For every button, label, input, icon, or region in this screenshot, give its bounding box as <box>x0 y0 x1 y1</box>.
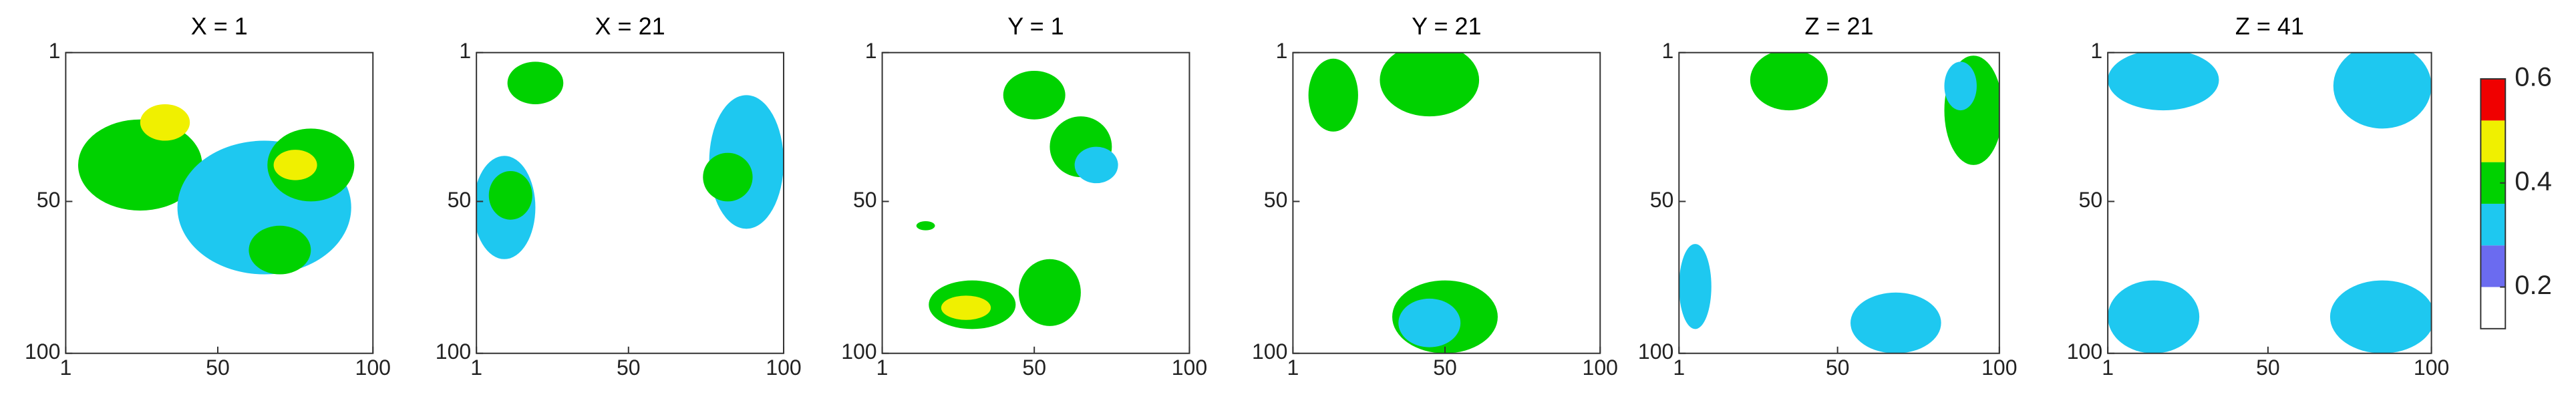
panel <box>2108 52 2432 354</box>
x-tick-label: 50 <box>1826 356 1850 380</box>
y-tick-label: 1 <box>1276 39 1288 63</box>
axes-frame <box>2107 51 2432 354</box>
axes-frame <box>881 51 1190 354</box>
cell-region <box>2108 280 2200 354</box>
panel-title: Y = 1 <box>1007 12 1064 39</box>
y-tick-label: 100 <box>2067 339 2102 364</box>
panel <box>1293 52 1601 354</box>
axes-frame <box>1292 51 1601 354</box>
y-tick-label: 50 <box>1650 188 1674 212</box>
y-tick-label: 100 <box>841 339 876 364</box>
x-tick-label: 50 <box>2256 356 2280 380</box>
x-tick-label: 100 <box>355 356 391 380</box>
cell-region <box>507 61 564 104</box>
cell-region <box>140 104 190 141</box>
colorbar-tick-label: 0.6 <box>2515 63 2552 92</box>
panel-title: X = 1 <box>191 12 248 39</box>
panel-title: Z = 41 <box>2235 12 2304 39</box>
y-tick-label: 1 <box>459 39 471 63</box>
cell-region <box>703 152 753 202</box>
cell-region <box>273 150 317 180</box>
axes-frame <box>476 51 785 354</box>
x-tick-label: 50 <box>617 356 641 380</box>
colorbar-tick-label: 0.2 <box>2515 271 2552 300</box>
panel <box>882 52 1190 354</box>
cell-region <box>1679 244 1712 329</box>
cell-region <box>1398 298 1461 347</box>
x-tick-label: 100 <box>2414 356 2449 380</box>
x-tick-label: 100 <box>1172 356 1207 380</box>
axes-frame <box>1678 51 2000 354</box>
x-tick-label: 50 <box>1022 356 1046 380</box>
x-tick-label: 100 <box>766 356 801 380</box>
y-tick-label: 50 <box>2079 188 2103 212</box>
y-tick-label: 1 <box>1661 39 1673 63</box>
cell-region <box>1380 52 1480 117</box>
panel-title: Y = 21 <box>1412 12 1481 39</box>
x-tick-label: 1 <box>2102 356 2114 380</box>
x-tick-label: 1 <box>876 356 889 380</box>
cell-region <box>1850 292 1941 354</box>
x-tick-label: 1 <box>59 356 71 380</box>
colorbar-tick-label: 0.4 <box>2515 166 2552 196</box>
cell-region <box>249 225 311 275</box>
cell-region <box>2333 52 2432 129</box>
cell-region <box>1074 146 1118 184</box>
cell-region <box>488 170 532 220</box>
y-tick-label: 100 <box>436 339 471 364</box>
y-tick-label: 1 <box>865 39 877 63</box>
x-tick-label: 1 <box>1287 356 1299 380</box>
colorbar-swatch <box>2480 120 2506 162</box>
cell-region <box>1944 61 1977 111</box>
x-tick-label: 1 <box>470 356 482 380</box>
x-tick-label: 100 <box>1981 356 2017 380</box>
y-tick-label: 50 <box>37 188 61 212</box>
y-tick-label: 1 <box>49 39 61 63</box>
x-tick-label: 50 <box>1433 356 1457 380</box>
y-tick-label: 50 <box>448 188 472 212</box>
colorbar-swatch <box>2480 287 2506 329</box>
y-tick-label: 50 <box>1264 188 1288 212</box>
colorbar-frame <box>2480 78 2507 329</box>
axes-frame <box>65 51 374 354</box>
y-tick-label: 50 <box>853 188 877 212</box>
cell-region <box>941 295 991 320</box>
panel-title: Z = 21 <box>1805 12 1874 39</box>
panel <box>65 52 373 354</box>
cell-region <box>77 119 202 211</box>
cell-region <box>2108 52 2219 111</box>
panel <box>1679 52 1999 354</box>
colorbar-swatch <box>2480 203 2506 246</box>
cell-region <box>1308 58 1358 132</box>
y-tick-label: 100 <box>1252 339 1287 364</box>
cell-region <box>2329 280 2432 354</box>
x-tick-label: 100 <box>1583 356 1618 380</box>
x-tick-label: 1 <box>1673 356 1685 380</box>
cell-region <box>1018 259 1081 326</box>
y-tick-label: 1 <box>2090 39 2102 63</box>
cell-region <box>916 221 935 231</box>
colorbar-swatch <box>2480 245 2506 287</box>
panel-title: X = 21 <box>595 12 665 39</box>
cell-region <box>1750 52 1828 111</box>
cell-region <box>1003 70 1066 120</box>
colorbar-swatch <box>2480 79 2506 121</box>
x-tick-label: 50 <box>206 356 230 380</box>
y-tick-label: 100 <box>25 339 60 364</box>
y-tick-label: 100 <box>1638 339 1673 364</box>
panel <box>476 52 784 354</box>
